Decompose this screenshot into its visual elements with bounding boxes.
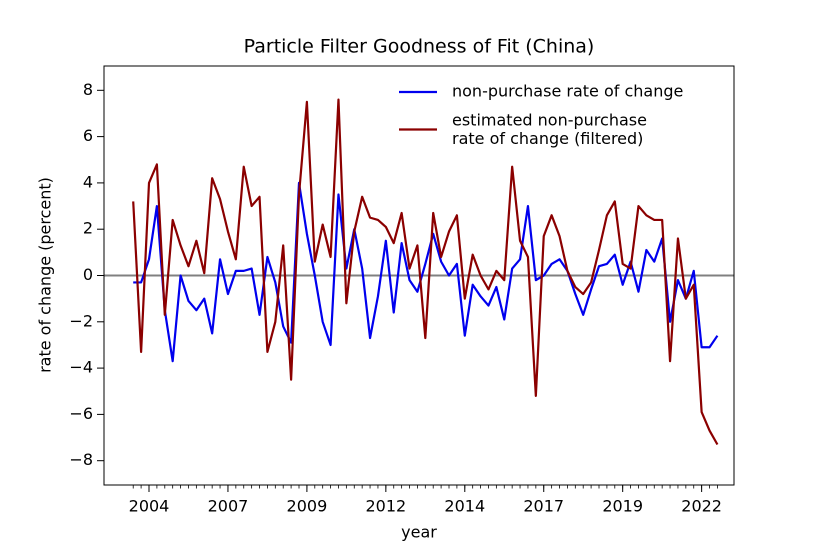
x-tick-label: 2012 bbox=[365, 497, 406, 516]
y-tick-label: 2 bbox=[83, 219, 93, 238]
y-tick-label: −4 bbox=[69, 358, 93, 377]
plot-frame bbox=[103, 65, 735, 486]
y-tick-label: −2 bbox=[69, 311, 93, 330]
x-tick-label: 2004 bbox=[129, 497, 170, 516]
y-tick-label: 8 bbox=[83, 80, 93, 99]
y-tick-label: 4 bbox=[83, 172, 93, 191]
x-tick-label: 2017 bbox=[523, 497, 564, 516]
legend-label: non-purchase rate of change bbox=[452, 82, 683, 101]
x-tick-label: 2022 bbox=[681, 497, 722, 516]
y-tick-label: −8 bbox=[69, 450, 93, 469]
legend-label: estimated non-purchase rate of change (fi… bbox=[452, 110, 647, 147]
x-tick-label: 2014 bbox=[444, 497, 485, 516]
chart-title: Particle Filter Goodness of Fit (China) bbox=[244, 36, 595, 58]
x-tick-label: 2007 bbox=[208, 497, 249, 516]
y-tick-label: 6 bbox=[83, 126, 93, 145]
y-tick-label: 0 bbox=[83, 265, 93, 284]
data-line bbox=[132, 98, 719, 446]
x-tick-label: 2019 bbox=[602, 497, 643, 516]
data-line bbox=[133, 181, 719, 363]
x-tick-label: 2009 bbox=[287, 497, 328, 516]
y-axis-label: rate of change (percent) bbox=[36, 177, 55, 373]
x-axis-label: year bbox=[401, 523, 437, 542]
y-tick-label: −6 bbox=[69, 404, 93, 423]
